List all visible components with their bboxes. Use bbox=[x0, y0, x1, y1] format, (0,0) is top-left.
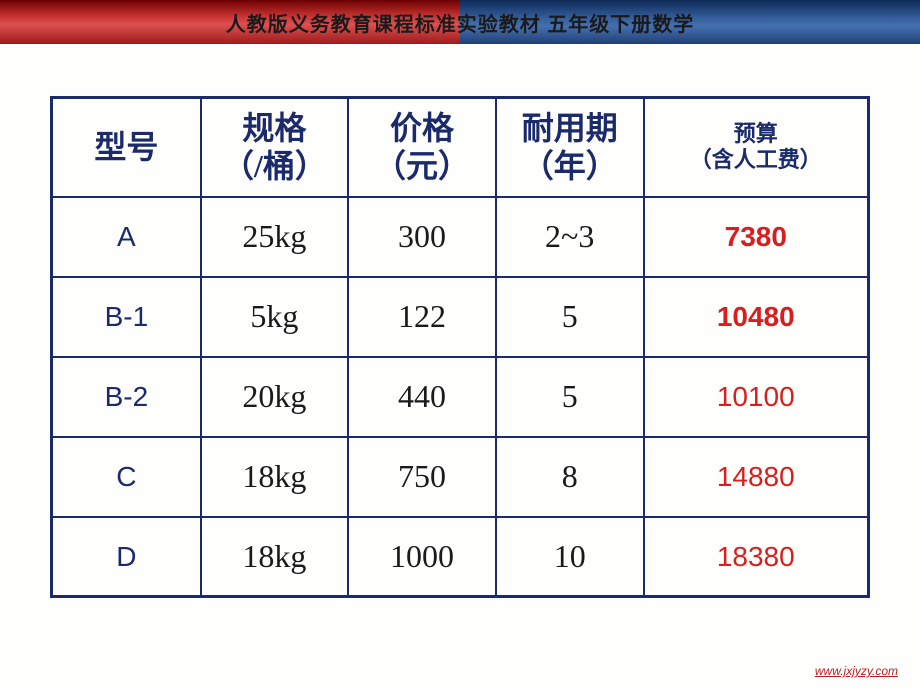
cell-price: 300 bbox=[348, 197, 496, 277]
cell-dur: 2~3 bbox=[496, 197, 644, 277]
pricing-table: 型号 规格（/桶） 价格（元） 耐用期（年） 预算 （含人工费） A 25kg … bbox=[50, 96, 870, 598]
table-row: A 25kg 300 2~3 7380 bbox=[52, 197, 869, 277]
cell-budget: 14880 bbox=[644, 437, 869, 517]
cell-price: 750 bbox=[348, 437, 496, 517]
col-header-price: 价格（元） bbox=[348, 98, 496, 197]
col-header-dur: 耐用期（年） bbox=[496, 98, 644, 197]
cell-price: 122 bbox=[348, 277, 496, 357]
col-header-spec: 规格（/桶） bbox=[201, 98, 348, 197]
cell-model: B-1 bbox=[52, 277, 201, 357]
cell-price: 440 bbox=[348, 357, 496, 437]
cell-spec: 5kg bbox=[201, 277, 348, 357]
table-header-row: 型号 规格（/桶） 价格（元） 耐用期（年） 预算 （含人工费） bbox=[52, 98, 869, 197]
cell-budget: 10100 bbox=[644, 357, 869, 437]
cell-dur: 5 bbox=[496, 277, 644, 357]
footer-url: www.jxjyzy.com bbox=[815, 664, 898, 678]
table-row: D 18kg 1000 10 18380 bbox=[52, 517, 869, 597]
cell-budget: 10480 bbox=[644, 277, 869, 357]
table-row: C 18kg 750 8 14880 bbox=[52, 437, 869, 517]
cell-dur: 5 bbox=[496, 357, 644, 437]
title-bar: 人教版义务教育课程标准实验教材 五年级下册数学 bbox=[0, 0, 920, 44]
cell-dur: 8 bbox=[496, 437, 644, 517]
table-row: B-2 20kg 440 5 10100 bbox=[52, 357, 869, 437]
cell-spec: 20kg bbox=[201, 357, 348, 437]
col-header-model: 型号 bbox=[52, 98, 201, 197]
cell-model: D bbox=[52, 517, 201, 597]
cell-price: 1000 bbox=[348, 517, 496, 597]
col-header-budget: 预算 （含人工费） bbox=[644, 98, 869, 197]
cell-budget: 18380 bbox=[644, 517, 869, 597]
slide-body: 型号 规格（/桶） 价格（元） 耐用期（年） 预算 （含人工费） A 25kg … bbox=[0, 44, 920, 690]
page-title: 人教版义务教育课程标准实验教材 五年级下册数学 bbox=[0, 0, 920, 44]
table-row: B-1 5kg 122 5 10480 bbox=[52, 277, 869, 357]
cell-spec: 18kg bbox=[201, 517, 348, 597]
cell-spec: 18kg bbox=[201, 437, 348, 517]
cell-model: C bbox=[52, 437, 201, 517]
cell-model: A bbox=[52, 197, 201, 277]
cell-dur: 10 bbox=[496, 517, 644, 597]
cell-budget: 7380 bbox=[644, 197, 869, 277]
cell-spec: 25kg bbox=[201, 197, 348, 277]
cell-model: B-2 bbox=[52, 357, 201, 437]
